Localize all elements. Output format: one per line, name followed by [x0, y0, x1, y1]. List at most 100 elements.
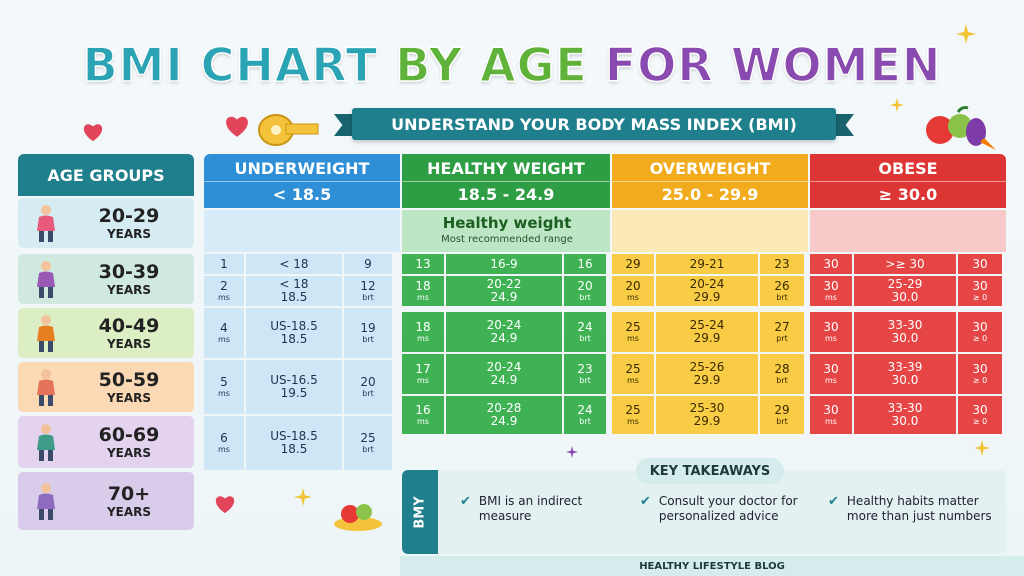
cell-subvalue: 29.9 [693, 373, 721, 387]
cell-value: 29 [774, 403, 790, 417]
cell-value: 27 [774, 320, 790, 334]
table-cell: 29-21 [656, 254, 758, 274]
cell-value: 18 [415, 320, 431, 334]
heart-icon [226, 116, 248, 137]
check-icon: ✔ [828, 494, 839, 509]
takeaway-line: Healthy habits matter [846, 494, 979, 508]
age-group-text: 30-39 YEARS [64, 261, 194, 297]
table-cell: 24 brt [564, 312, 606, 352]
category-name: UNDERWEIGHT [204, 154, 400, 182]
table-cell: 28 brt [760, 354, 804, 394]
check-icon: ✔ [460, 494, 471, 509]
table-cell: < 18 18.5 [246, 276, 342, 306]
cell-value: 24 [577, 403, 593, 417]
age-years-label: YEARS [106, 504, 152, 519]
table-cell: 30 ≥ 0 [958, 312, 1002, 352]
table-cell: 25 ms [612, 396, 654, 434]
cell-value: < 18 [279, 256, 309, 271]
cell-value: 5 [220, 375, 228, 389]
age-years-label: YEARS [106, 336, 152, 351]
sparkle-icon [566, 446, 578, 458]
cell-subvalue: brt [776, 293, 788, 302]
cell-subvalue: ≥ 0 [972, 293, 988, 302]
cell-subvalue: brt [776, 417, 788, 426]
table-cell: 25 ms [612, 354, 654, 394]
cell-value: 25-24 [689, 318, 725, 332]
cell-subvalue: 18.5 [280, 290, 308, 304]
age-years-label: YEARS [106, 445, 152, 460]
cell-subvalue: 24.9 [490, 414, 518, 428]
band-obese [810, 210, 1006, 252]
cell-subvalue: brt [776, 376, 788, 385]
cell-value: 25 [625, 403, 641, 417]
cell-value: 16-9 [490, 256, 518, 271]
cell-value: US-18.5 [270, 429, 318, 443]
cell-value: 1 [220, 256, 228, 271]
table-cell: 25-30 29.9 [656, 396, 758, 434]
cell-value: 6 [220, 431, 228, 445]
table-cell: 12 brt [344, 276, 392, 306]
cell-value: US-16.5 [270, 373, 318, 387]
age-range: 70+ [107, 482, 151, 505]
band-underweight [204, 210, 400, 252]
woman-figure-icon [37, 205, 55, 242]
cell-value: 30 [823, 320, 839, 334]
age-group-text: 60-69 YEARS [64, 423, 194, 460]
cell-subvalue: 18.5 [280, 442, 308, 456]
cell-subvalue: 24.9 [490, 290, 518, 304]
cell-subvalue: ms [627, 376, 639, 385]
cell-value: 16 [415, 403, 431, 417]
cell-subvalue: 30.0 [891, 414, 919, 428]
woman-figure-icon [37, 261, 55, 298]
cell-value: 12 [360, 279, 376, 293]
cell-subvalue: brt [579, 376, 591, 385]
table-cell: 18 ms [402, 312, 444, 352]
cell-subvalue: ms [627, 417, 639, 426]
table-cell: 1 [204, 254, 244, 274]
cell-subvalue: ms [218, 445, 230, 454]
age-group-row: 50-59 YEARS [18, 362, 194, 412]
cell-value: 33-39 [887, 360, 923, 374]
takeaway-item: ✔ Healthy habits matter more than just nu… [828, 494, 1006, 524]
age-range: 20-29 [98, 204, 160, 227]
table-cell: 16-9 [446, 254, 562, 274]
takeaway-line: personalized advice [658, 509, 779, 523]
age-range: 60-69 [98, 423, 160, 446]
cell-value: 30 [823, 256, 839, 271]
table-cell: >≥ 30 [854, 254, 956, 274]
table-cell: US-18.5 18.5 [246, 308, 342, 358]
age-groups-header: AGE GROUPS [18, 154, 194, 196]
table-cell: 23 [760, 254, 804, 274]
title-part-2: BY AGE [394, 37, 588, 93]
cell-subvalue: ≥ 0 [972, 376, 988, 385]
cell-value: 29 [625, 256, 641, 271]
fruit-basket-icon [926, 106, 996, 150]
table-cell: 13 [402, 254, 444, 274]
cell-subvalue: ms [218, 293, 230, 302]
age-group-row: 30-39 YEARS [18, 254, 194, 304]
takeaways-side-label: BMY [412, 495, 428, 529]
category-range: 18.5 - 24.9 [457, 185, 555, 204]
tape-measure-icon [258, 114, 319, 146]
sparkle-icon [890, 98, 904, 112]
cell-value: 20-24 [689, 277, 725, 291]
age-range: 50-59 [98, 368, 160, 391]
cell-value: 13 [415, 256, 431, 271]
table-cell: 27 prt [760, 312, 804, 352]
table-cell: 25-26 29.9 [656, 354, 758, 394]
table-cell: 33-30 30.0 [854, 396, 956, 434]
cell-value: 16 [577, 256, 593, 271]
healthy-weight-note: Most recommended range [441, 234, 573, 245]
cell-value: US-18.5 [270, 319, 318, 333]
woman-figure-icon [37, 483, 55, 520]
age-group-row: 20-29 YEARS [18, 198, 194, 248]
table-cell: 16 [564, 254, 606, 274]
cell-value: 9 [364, 256, 372, 271]
cell-subvalue: 30.0 [891, 331, 919, 345]
table-cell: 9 [344, 254, 392, 274]
table-cell: 25 brt [344, 416, 392, 470]
table-cell: 26 brt [760, 276, 804, 306]
cell-subvalue: ms [417, 334, 429, 343]
category-range: 25.0 - 29.9 [661, 185, 759, 204]
takeaway-item: ✔ BMI is an indirect measure [460, 494, 630, 524]
